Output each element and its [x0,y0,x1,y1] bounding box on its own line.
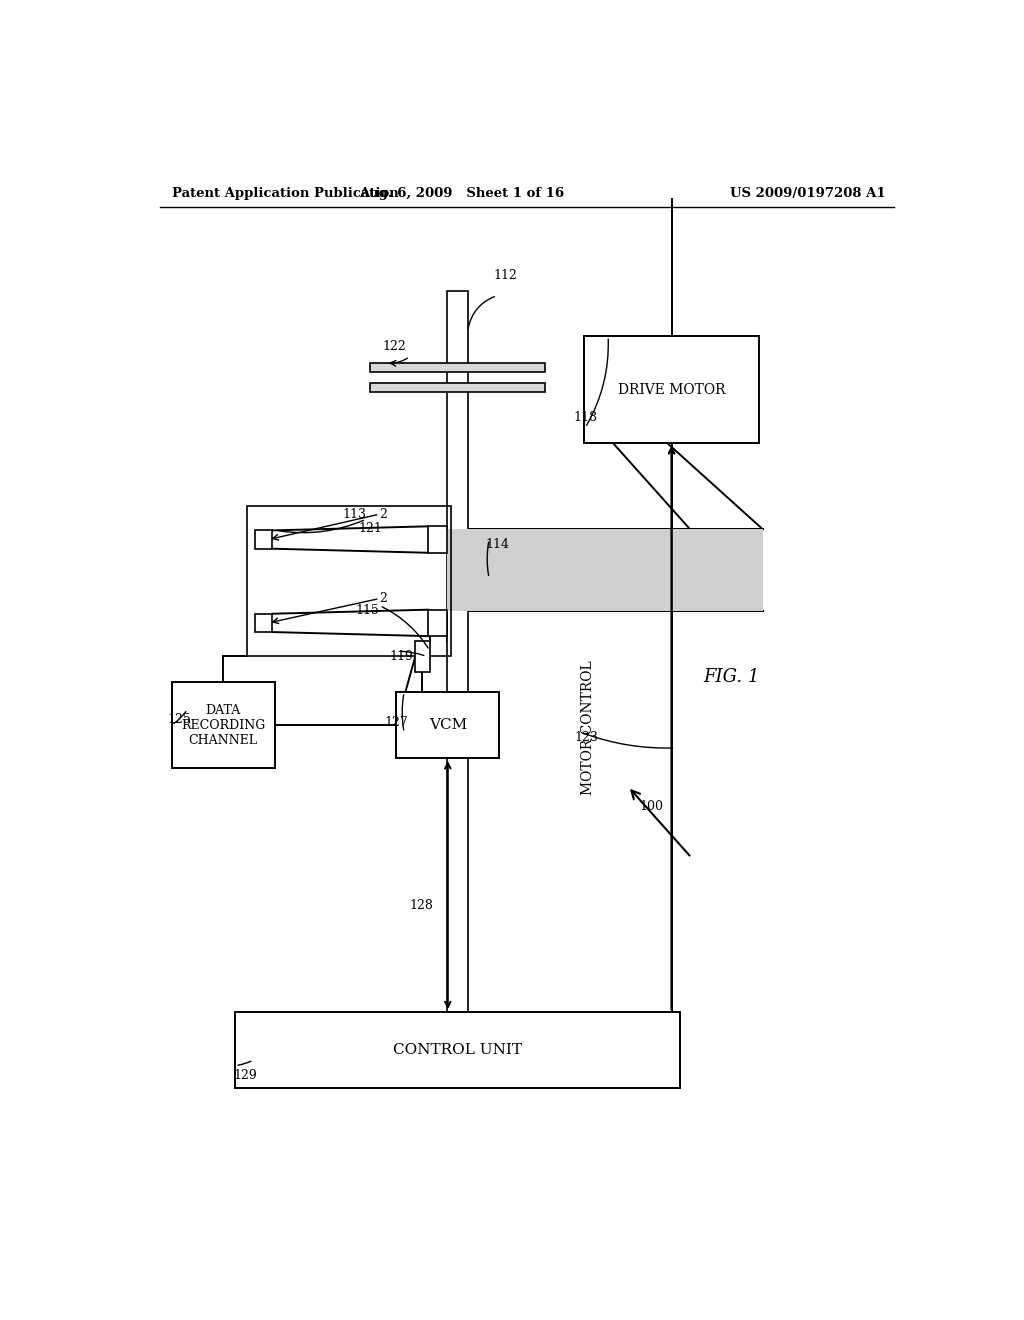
Bar [428,527,447,553]
Bar [447,529,763,611]
Text: 112: 112 [493,269,517,281]
Bar [428,610,447,636]
Text: 121: 121 [358,521,382,535]
Text: CONTROL UNIT: CONTROL UNIT [393,1043,522,1057]
Text: 118: 118 [573,411,597,424]
Bar [255,531,272,549]
Text: US 2009/0197208 A1: US 2009/0197208 A1 [730,187,886,201]
Text: 2: 2 [380,591,387,605]
Bar [585,337,759,444]
Text: Patent Application Publication: Patent Application Publication [172,187,398,201]
Bar [370,383,545,392]
Bar [416,642,430,672]
Text: DRIVE MOTOR: DRIVE MOTOR [617,383,725,396]
Text: 125: 125 [168,713,191,726]
Text: FIG. 1: FIG. 1 [702,668,760,686]
Bar [172,682,274,768]
Text: 100: 100 [640,800,664,813]
Bar [247,506,451,656]
Bar [447,290,468,1057]
Bar [255,614,272,632]
Text: 115: 115 [355,605,380,618]
Bar [236,1012,680,1089]
Text: 123: 123 [574,731,598,744]
Bar [396,692,500,758]
Text: MOTOR CONTROL: MOTOR CONTROL [582,660,595,795]
Text: 128: 128 [410,899,433,912]
Text: 2: 2 [380,508,387,520]
Text: 113: 113 [342,508,367,520]
Text: 129: 129 [233,1069,257,1081]
Text: 114: 114 [485,539,509,552]
Text: Aug. 6, 2009   Sheet 1 of 16: Aug. 6, 2009 Sheet 1 of 16 [358,187,564,201]
Bar [370,363,545,372]
Text: DATA
RECORDING
CHANNEL: DATA RECORDING CHANNEL [181,704,265,747]
Text: 122: 122 [382,341,406,352]
Text: VCM: VCM [429,718,467,733]
Text: 119: 119 [390,649,414,663]
Text: 127: 127 [384,715,409,729]
